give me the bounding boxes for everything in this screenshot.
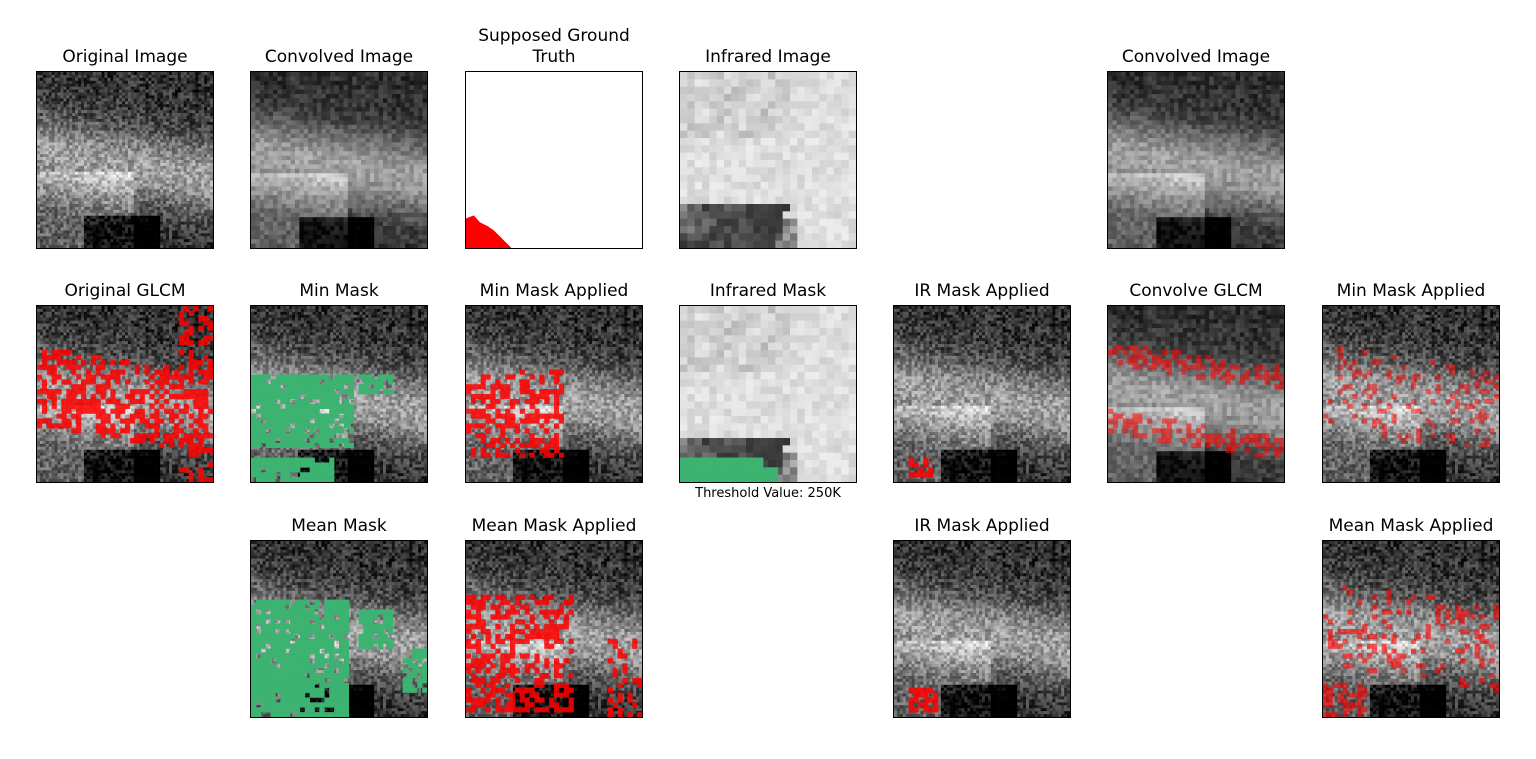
panel-title: Convolved Image	[1107, 47, 1285, 68]
panel-title: Mean Mask Applied	[1322, 516, 1500, 537]
panel-title: Min Mask Applied	[465, 281, 643, 302]
image-vis	[251, 306, 427, 482]
panel-title: Infrared Image	[679, 47, 857, 68]
image-blur	[251, 72, 427, 248]
image-panel-r0c0	[36, 71, 214, 249]
image-panel-r0c3	[679, 71, 857, 249]
panel-title: Supposed Ground Truth	[465, 26, 643, 68]
image-vis	[894, 541, 1070, 717]
panel-title: Convolve GLCM	[1107, 281, 1285, 302]
image-panel-r0c1	[250, 71, 428, 249]
image-panel-r1c5	[1107, 305, 1285, 483]
image-truth	[466, 72, 642, 248]
image-vis	[1323, 306, 1499, 482]
panel-title: IR Mask Applied	[893, 281, 1071, 302]
image-vis	[37, 72, 213, 248]
panel-title: Min Mask	[250, 281, 428, 302]
image-panel-r2c1	[250, 540, 428, 718]
image-panel-r2c2	[465, 540, 643, 718]
image-panel-r1c4	[893, 305, 1071, 483]
panel-title: Convolved Image	[250, 47, 428, 68]
panel-title: Mean Mask Applied	[465, 516, 643, 537]
image-panel-r1c0	[36, 305, 214, 483]
image-vis	[251, 541, 427, 717]
image-vis	[1323, 541, 1499, 717]
panel-title: Mean Mask	[250, 516, 428, 537]
threshold-note: Threshold Value: 250K	[679, 486, 857, 502]
panel-title: Original Image	[36, 47, 214, 68]
image-vis	[466, 306, 642, 482]
image-blur	[1108, 306, 1284, 482]
image-ir	[680, 72, 856, 248]
image-panel-r2c4	[893, 540, 1071, 718]
image-panel-r2c6	[1322, 540, 1500, 718]
image-panel-r1c2	[465, 305, 643, 483]
ground-truth-region	[466, 215, 512, 248]
panel-title: Original GLCM	[36, 281, 214, 302]
image-blur	[1108, 72, 1284, 248]
image-panel-r1c6	[1322, 305, 1500, 483]
image-vis	[894, 306, 1070, 482]
image-ir	[680, 306, 856, 482]
panel-title: Infrared Mask	[679, 281, 857, 302]
image-panel-r1c1	[250, 305, 428, 483]
panel-title: IR Mask Applied	[893, 516, 1071, 537]
panel-title: Min Mask Applied	[1322, 281, 1500, 302]
image-panel-r0c2	[465, 71, 643, 249]
image-panel-r1c3	[679, 305, 857, 483]
image-panel-r0c5	[1107, 71, 1285, 249]
image-vis	[466, 541, 642, 717]
image-vis	[37, 306, 213, 482]
